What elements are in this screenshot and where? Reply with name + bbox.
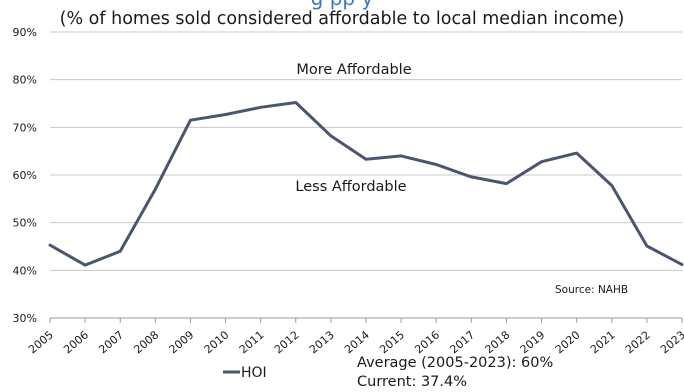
- x-tick-label: 2015: [377, 328, 407, 356]
- y-tick-label: 80%: [13, 74, 37, 87]
- data-point-hoi: [435, 163, 438, 166]
- x-tick-labels: 2005 2006 2007 2008 2009 2010 2011 2012 2013 2014…: [26, 328, 684, 356]
- x-tick-label: 2014: [342, 328, 372, 356]
- data-point-hoi: [680, 263, 684, 266]
- annotation-more-affordable: More Affordable: [296, 62, 411, 78]
- x-axis: [49, 317, 683, 323]
- x-tick-label: 2018: [483, 328, 513, 356]
- x-tick-label: 2007: [96, 328, 126, 356]
- y-tick-label: 30%: [13, 312, 37, 325]
- x-tick-label: 2013: [307, 328, 337, 356]
- x-tick-label: 2010: [202, 328, 232, 356]
- data-point-hoi: [399, 154, 403, 158]
- y-tick-label: 60%: [13, 169, 37, 182]
- data-point-hoi: [645, 244, 649, 248]
- data-point-hoi: [610, 184, 613, 187]
- x-tick-label: 2008: [131, 328, 161, 356]
- data-point-hoi: [119, 250, 122, 253]
- x-tick-label: 2016: [412, 328, 442, 356]
- legend-label-hoi: HOI: [241, 365, 267, 381]
- x-tick-label: 2005: [26, 328, 56, 356]
- data-point-hoi: [189, 118, 192, 122]
- data-point-hoi: [575, 151, 578, 155]
- data-point-hoi: [224, 113, 227, 116]
- current-note: Current: 37.4%: [357, 374, 467, 390]
- data-point-hoi: [83, 263, 87, 267]
- x-tick-label: 2011: [237, 328, 267, 356]
- series-group: [48, 101, 684, 267]
- data-point-hoi: [329, 134, 333, 138]
- y-tick-label: 70%: [13, 121, 37, 134]
- y-tick-labels: 30% 40% 50% 60% 70% 80% 90%: [13, 26, 37, 325]
- chart-title-partial: g pp y: [311, 0, 374, 10]
- average-note: Average (2005-2023): 60%: [357, 355, 553, 371]
- data-point-hoi: [48, 243, 52, 247]
- x-tick-label: 2009: [167, 328, 197, 356]
- x-tick-label: 2022: [623, 328, 653, 356]
- x-tick-label: 2020: [553, 328, 583, 356]
- data-point-hoi: [505, 182, 508, 185]
- data-point-hoi: [154, 188, 157, 191]
- x-tick-label: 2023: [658, 328, 684, 356]
- data-point-hoi: [470, 175, 473, 179]
- y-gridlines: [50, 31, 682, 271]
- x-tick-label: 2012: [272, 328, 302, 356]
- x-tick-label: 2017: [447, 328, 477, 356]
- x-tick-label: 2021: [588, 328, 618, 356]
- y-tick-label: 50%: [13, 217, 37, 230]
- data-point-hoi: [540, 160, 543, 163]
- x-tick-label: 2006: [61, 328, 91, 356]
- data-point-hoi: [364, 158, 368, 161]
- data-point-hoi: [294, 101, 297, 104]
- y-tick-label: 90%: [13, 26, 37, 39]
- source-note: Source: NAHB: [555, 284, 628, 296]
- data-point-hoi: [259, 106, 262, 109]
- x-tick-label: 2019: [518, 328, 548, 356]
- legend: HOI: [223, 365, 267, 381]
- y-tick-label: 40%: [13, 264, 37, 277]
- chart-subtitle: (% of homes sold considered affordable t…: [60, 9, 625, 29]
- annotation-less-affordable: Less Affordable: [295, 179, 406, 195]
